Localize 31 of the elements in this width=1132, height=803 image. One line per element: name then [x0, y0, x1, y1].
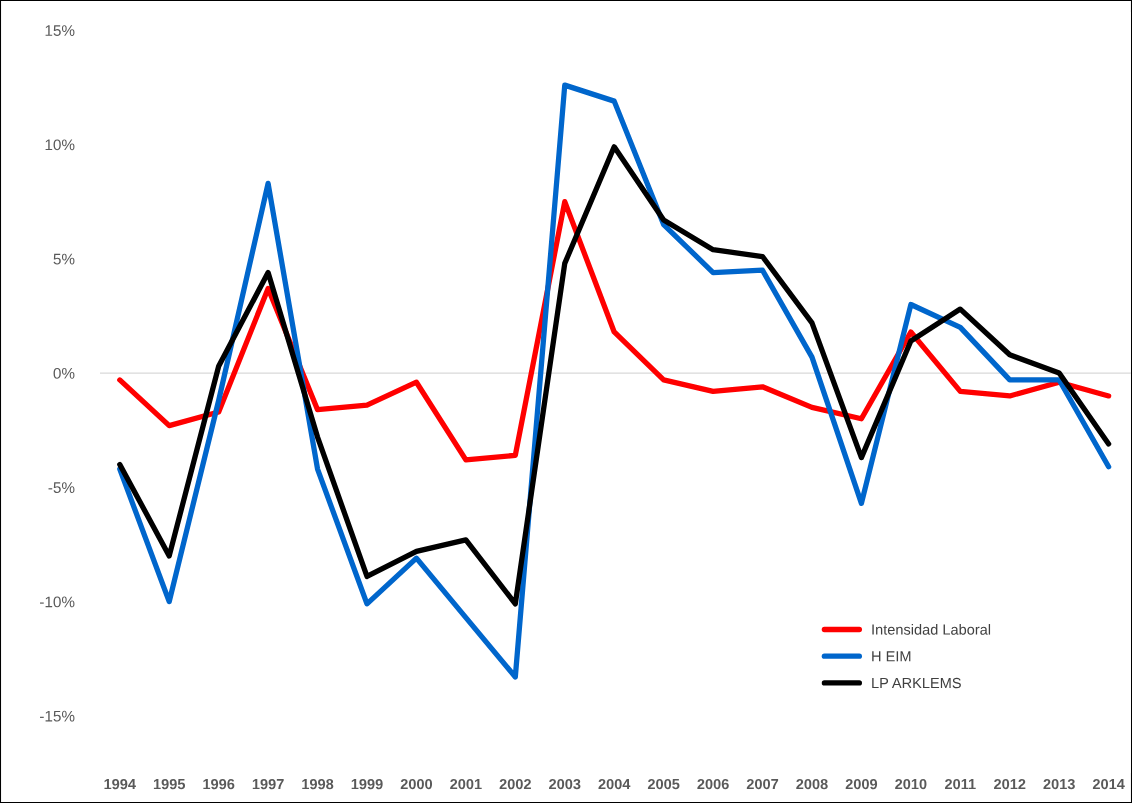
x-tick-label: 1994: [104, 778, 136, 790]
y-tick-label: 15%: [45, 25, 75, 36]
x-tick-label: 1997: [252, 778, 284, 790]
y-tick-label: 5%: [53, 253, 75, 265]
x-tick-label: 2004: [598, 778, 631, 790]
x-tick-label: 2013: [1043, 778, 1075, 790]
x-tick-label: 2003: [549, 778, 581, 790]
x-tick-label: 2002: [499, 778, 531, 790]
x-tick-label: 2012: [994, 778, 1026, 790]
x-tick-label: 2005: [647, 778, 680, 790]
x-tick-label: 2007: [746, 778, 779, 790]
x-tick-label: 2006: [697, 778, 729, 790]
x-tick-label: 2000: [400, 778, 433, 790]
y-tick-label: -15%: [40, 710, 75, 722]
x-tick-label: 1995: [153, 778, 186, 790]
x-tick-label: 2009: [845, 778, 878, 790]
y-tick-label: 10%: [45, 139, 75, 151]
y-tick-label: 0%: [53, 367, 75, 379]
x-tick-label: 2001: [450, 778, 482, 790]
x-tick-label: 1996: [203, 778, 235, 790]
legend-label: Intensidad Laboral: [872, 624, 991, 635]
y-tick-label: -10%: [40, 596, 75, 608]
x-tick-label: 1999: [351, 778, 383, 790]
x-tick-label: 2014: [1092, 778, 1125, 790]
x-tick-label: 1998: [302, 778, 334, 790]
x-tick-label: 2011: [944, 778, 976, 790]
x-tick-label: 2010: [895, 778, 927, 790]
y-tick-label: -5%: [48, 482, 75, 494]
x-tick-label: 2008: [796, 778, 828, 790]
legend-label: LP ARKLEMS: [872, 677, 961, 689]
legend-label: H EIM: [872, 651, 911, 662]
